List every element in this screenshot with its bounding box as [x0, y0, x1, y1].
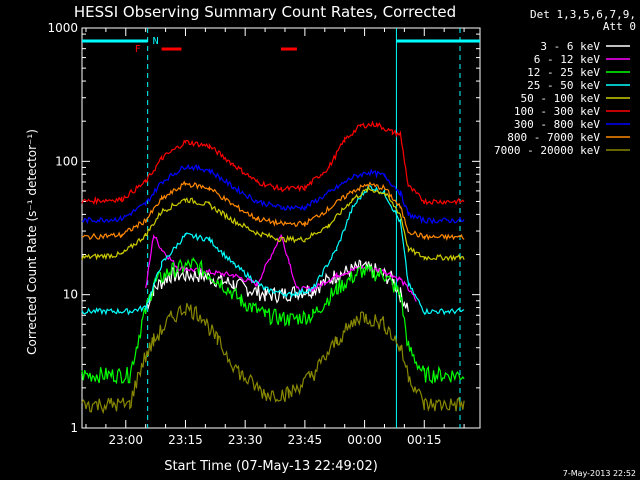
x-tick-label: 00:15 — [407, 433, 442, 447]
y-tick-label: 10 — [63, 288, 78, 302]
legend-header-line-1: Det 1,3,5,6,7,9, — [530, 8, 636, 21]
legend-label: 12 - 25 keV — [527, 66, 600, 79]
y-tick-label: 1 — [70, 421, 78, 435]
series-line-9 — [81, 303, 465, 415]
legend-label: 3 - 6 keV — [540, 40, 600, 53]
x-tick-label: 23:00 — [108, 433, 143, 447]
plot-area: 1 10 100 1000 23:00 23:15 23:30 23:45 00:00 00:15… — [47, 21, 481, 447]
series-line-8 — [81, 180, 465, 242]
legend-label: 100 - 300 keV — [514, 105, 600, 118]
series-line-7 — [81, 163, 465, 225]
legend-header-line-2: Att 0 — [603, 20, 636, 33]
legend-label: 300 - 800 keV — [514, 118, 600, 131]
x-tick-label: 23:15 — [168, 433, 203, 447]
legend-label: 50 - 100 keV — [521, 92, 601, 105]
y-axis-label: Corrected Count Rate (s⁻¹ detector⁻¹) — [25, 129, 39, 355]
x-tick-label: 23:30 — [228, 433, 263, 447]
x-tick-label: 23:45 — [288, 433, 323, 447]
series-line-4 — [81, 184, 465, 316]
flag-label-night: N — [153, 36, 159, 47]
y-tick-label: 1000 — [47, 21, 78, 35]
y-tick-label: 100 — [55, 154, 78, 168]
legend-label: 25 - 50 keV — [527, 79, 600, 92]
x-axis-label: Start Time (07-May-13 22:49:02) — [164, 459, 378, 474]
legend-label: 800 - 7000 keV — [507, 131, 600, 144]
series-line-1 — [145, 259, 409, 312]
chart-title: HESSI Observing Summary Count Rates, Cor… — [74, 3, 456, 21]
footer-date: 7-May-2013 22:52 — [563, 469, 636, 478]
legend-label: 7000 - 20000 keV — [494, 144, 600, 157]
flag-label-flare: F — [135, 44, 141, 55]
series-line-6 — [81, 120, 465, 206]
legend-label: 6 - 12 keV — [534, 53, 601, 66]
plot-frame — [81, 27, 481, 429]
x-tick-label: 00:00 — [347, 433, 382, 447]
series-line-5 — [81, 186, 465, 262]
